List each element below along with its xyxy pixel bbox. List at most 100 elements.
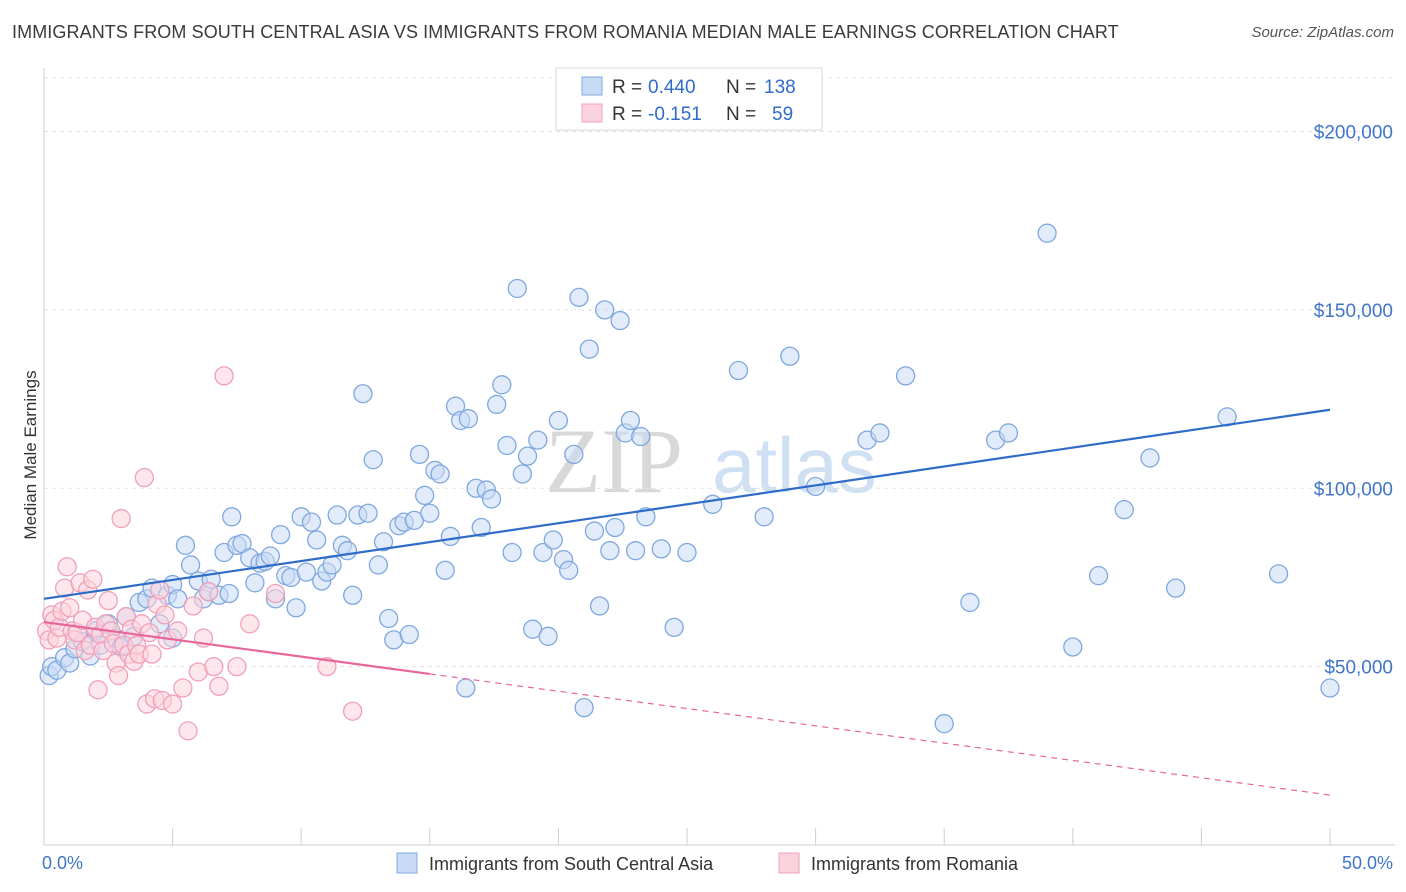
point-s0-70 xyxy=(420,503,440,523)
point-s1-61 xyxy=(265,583,286,604)
point-s0-113 xyxy=(651,539,671,559)
point-s0-130 xyxy=(1088,566,1109,586)
point-s0-91 xyxy=(528,430,548,450)
bottom-legend-swatch-pink xyxy=(778,852,800,874)
point-s0-112 xyxy=(636,507,656,527)
point-s0-61 xyxy=(373,532,394,552)
y-tick-label-2: $150,000 xyxy=(1314,301,1393,322)
point-s1-60 xyxy=(240,614,260,634)
legend-n-label-1: N = xyxy=(726,104,756,125)
point-s0-57 xyxy=(353,384,373,404)
point-s1-8 xyxy=(57,557,77,577)
legend-n-label-0: N = xyxy=(726,77,756,98)
point-s0-87 xyxy=(507,278,527,299)
point-s0-128 xyxy=(1037,223,1057,243)
point-s0-102 xyxy=(584,521,605,541)
point-s0-82 xyxy=(481,489,502,509)
legend-r-value-0: 0.440 xyxy=(648,77,696,98)
point-s1-57 xyxy=(209,676,229,696)
y-tick-label-3: $200,000 xyxy=(1314,123,1393,144)
point-s1-56 xyxy=(204,656,224,677)
legend-n-value-1: 59 xyxy=(772,104,793,125)
point-s0-124 xyxy=(934,714,954,734)
point-s0-77 xyxy=(456,678,476,698)
point-s0-24 xyxy=(180,555,201,575)
point-s0-123 xyxy=(895,366,916,386)
bottom-legend-swatch-blue xyxy=(396,852,418,874)
point-s0-95 xyxy=(548,410,569,431)
point-s0-58 xyxy=(358,503,378,523)
point-s0-119 xyxy=(780,346,800,366)
chart-title: IMMIGRANTS FROM SOUTH CENTRAL ASIA VS IM… xyxy=(12,22,1119,42)
point-s0-110 xyxy=(625,541,646,561)
point-s1-59 xyxy=(227,656,247,677)
point-s1-52 xyxy=(183,596,203,616)
point-s0-46 xyxy=(296,562,316,582)
point-s1-46 xyxy=(155,605,175,625)
x-tick-label-1: 50.0% xyxy=(1342,853,1393,873)
point-s0-99 xyxy=(569,287,589,308)
point-s0-74 xyxy=(440,526,461,547)
point-s0-44 xyxy=(286,598,306,618)
point-s0-115 xyxy=(677,542,697,563)
point-s0-85 xyxy=(497,435,517,456)
point-s0-69 xyxy=(415,485,435,506)
watermark-atlas: atlas xyxy=(712,421,877,509)
point-s1-58 xyxy=(214,366,234,386)
point-s0-23 xyxy=(175,535,196,555)
point-s0-109 xyxy=(620,410,641,431)
point-s0-66 xyxy=(399,624,419,645)
point-s0-129 xyxy=(1063,637,1083,657)
point-s0-68 xyxy=(409,444,430,465)
point-s0-107 xyxy=(610,310,630,331)
point-s0-125 xyxy=(960,592,980,613)
point-s0-60 xyxy=(368,555,389,575)
y-tick-labels: $50,000 $100,000 $150,000 $200,000 xyxy=(1314,123,1393,679)
point-s1-41 xyxy=(142,644,162,664)
x-tick-label-0: 0.0% xyxy=(42,853,83,873)
point-s0-36 xyxy=(245,573,265,593)
point-s1-62 xyxy=(317,656,337,677)
point-s0-31 xyxy=(219,583,239,604)
legend-r-label-1: R = xyxy=(612,104,642,125)
point-s0-97 xyxy=(559,560,579,580)
point-s0-88 xyxy=(512,464,533,484)
point-s0-72 xyxy=(430,464,450,484)
point-s1-63 xyxy=(342,701,363,721)
point-s0-84 xyxy=(492,375,512,395)
point-s1-51 xyxy=(178,721,198,741)
legend-n-value-0: 138 xyxy=(764,77,796,98)
point-s1-20 xyxy=(88,680,108,700)
point-s1-24 xyxy=(98,590,118,611)
point-s0-32 xyxy=(222,507,242,527)
point-s0-122 xyxy=(870,423,890,443)
point-s0-133 xyxy=(1166,578,1186,598)
point-s1-9 xyxy=(60,598,80,618)
point-s0-47 xyxy=(301,512,322,532)
point-s0-39 xyxy=(260,546,280,566)
trend-line-dashed-s1 xyxy=(429,673,1331,796)
point-s0-98 xyxy=(564,444,584,465)
point-s1-49 xyxy=(168,621,188,641)
point-s0-127 xyxy=(998,423,1019,443)
point-s0-117 xyxy=(728,360,749,381)
point-s0-135 xyxy=(1268,564,1289,584)
point-s0-104 xyxy=(595,300,615,320)
point-s0-103 xyxy=(589,596,610,616)
point-s0-92 xyxy=(533,542,553,563)
point-s0-132 xyxy=(1140,448,1160,468)
trend-line-s0 xyxy=(43,408,1331,600)
y-tick-label-1: $100,000 xyxy=(1314,479,1393,500)
point-s0-51 xyxy=(322,555,342,575)
point-s1-29 xyxy=(111,508,131,529)
point-s0-94 xyxy=(543,530,563,550)
point-s1-50 xyxy=(173,678,193,698)
point-s0-41 xyxy=(270,524,291,545)
legend-r-label-0: R = xyxy=(612,77,642,98)
axes xyxy=(43,68,1395,846)
point-s0-86 xyxy=(502,542,522,563)
point-s0-131 xyxy=(1114,500,1134,520)
point-s1-28 xyxy=(108,665,129,686)
point-s0-111 xyxy=(631,426,651,447)
